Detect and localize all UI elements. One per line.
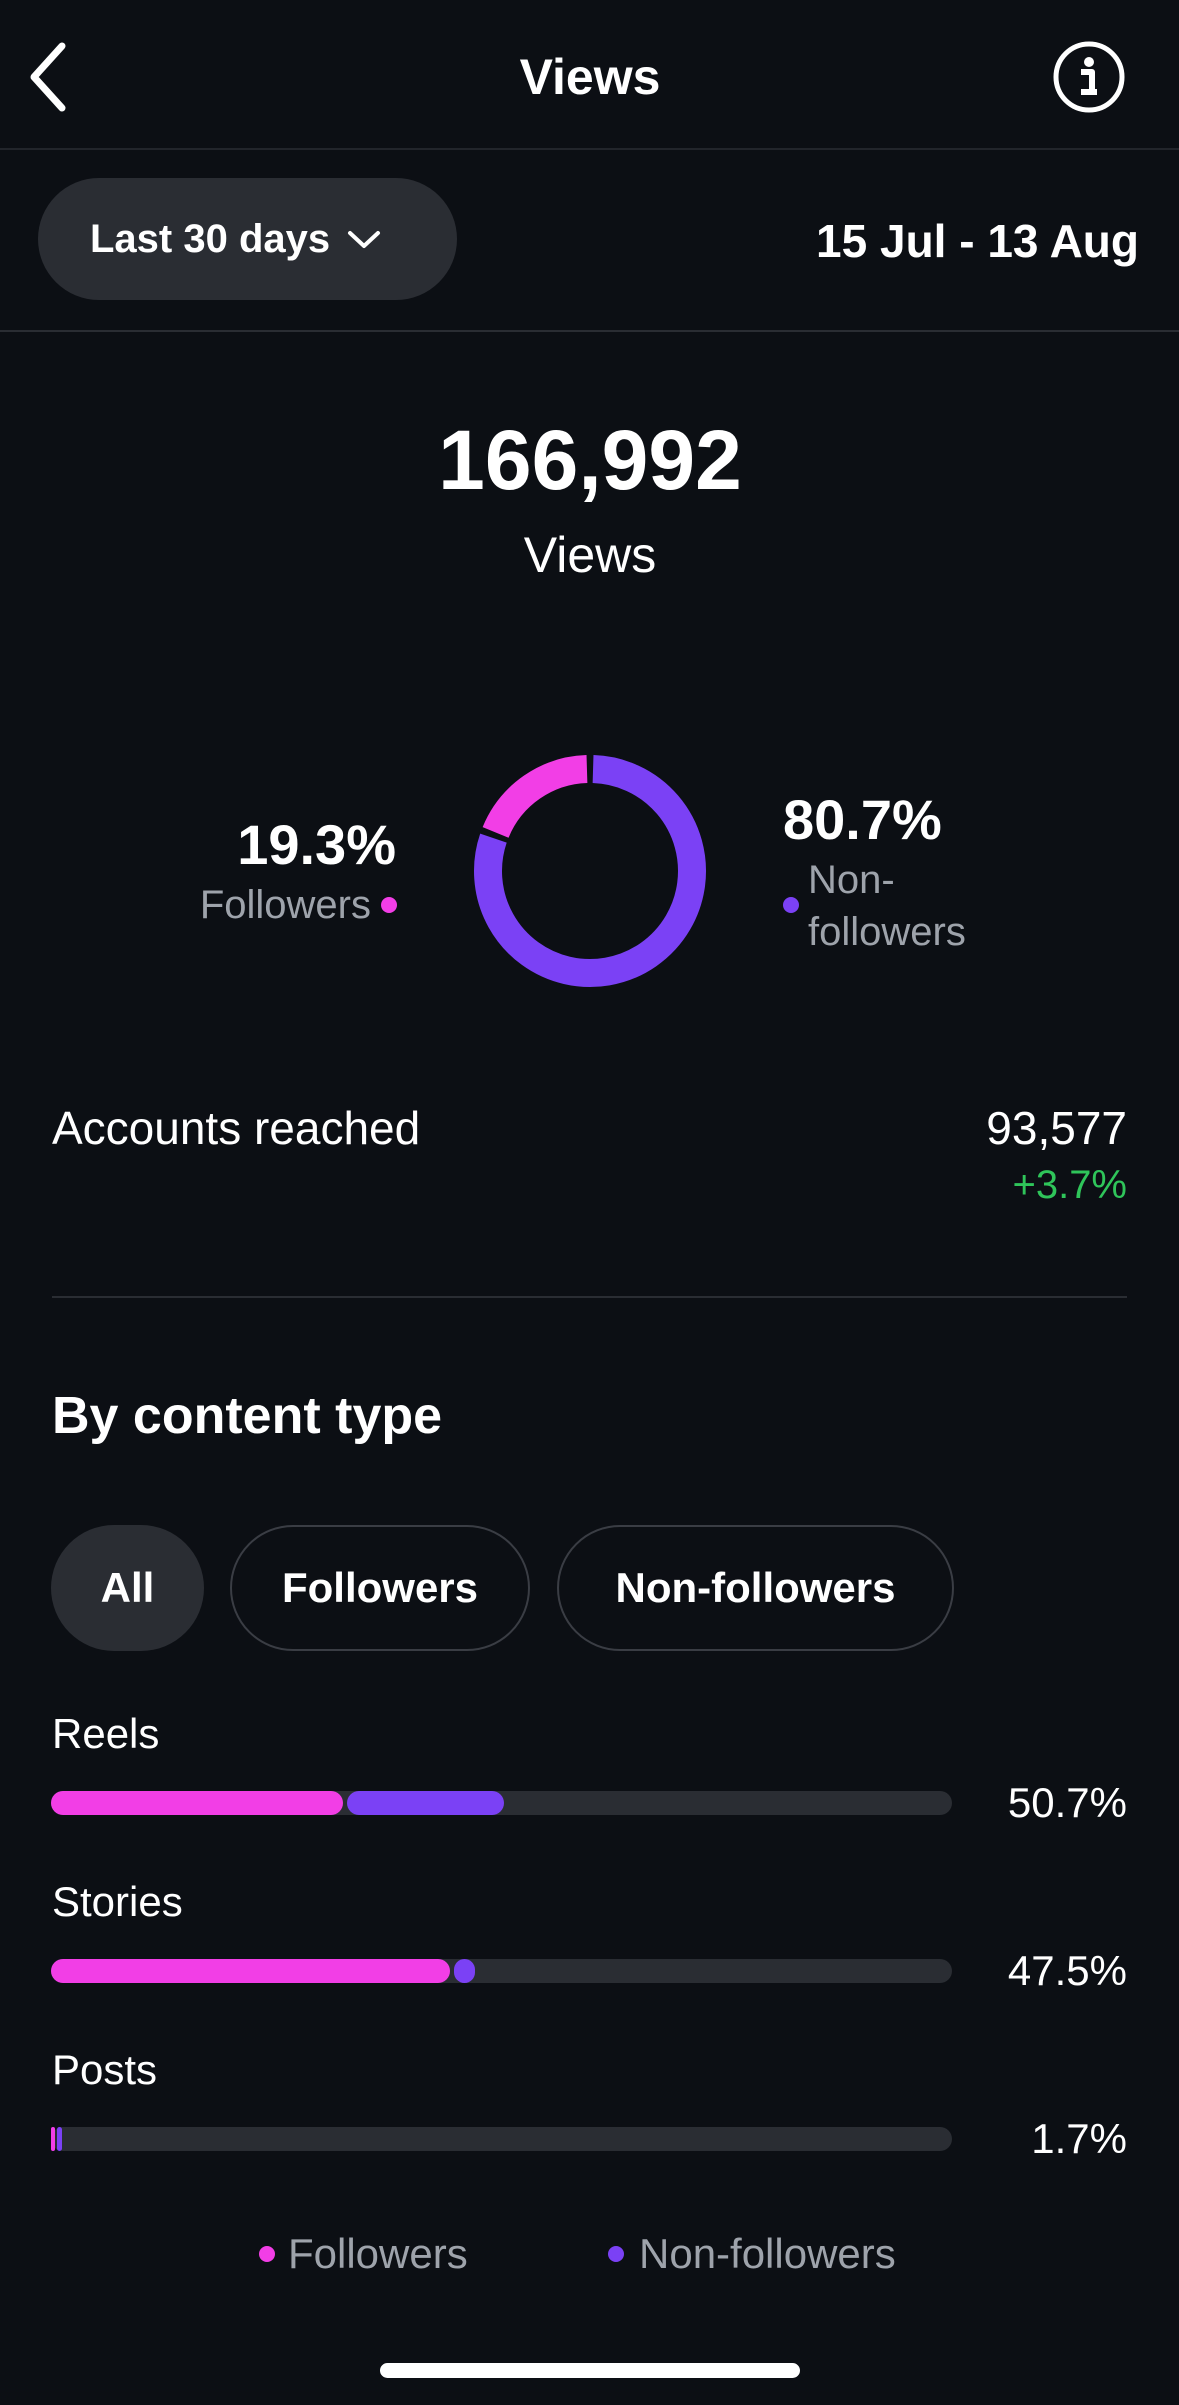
total-views: 166,992 [438, 413, 742, 507]
donut-segment [482, 755, 588, 839]
bar-segment [51, 1791, 343, 1815]
bar-segment [57, 2127, 63, 2151]
filter-chip[interactable]: Non-followers [557, 1525, 954, 1651]
header-divider [0, 148, 1179, 150]
screen-title: Views [519, 49, 661, 105]
non-followers-label: Non-followers [808, 858, 966, 954]
filter-chip[interactable]: Followers [230, 1525, 530, 1651]
back-button[interactable] [26, 40, 70, 114]
bar-total [51, 1959, 479, 1983]
legend-dot [259, 2246, 275, 2262]
section-divider [52, 1296, 1127, 1298]
accounts-reached-value: 93,577 [986, 1102, 1127, 1154]
bar-segment [51, 1959, 450, 1983]
info-circle [1053, 41, 1125, 113]
legend-label: Followers [288, 2230, 468, 2277]
accounts-reached-label: Accounts reached [52, 1102, 421, 1154]
bar-segment [346, 1791, 504, 1815]
back-chevron [30, 42, 66, 112]
followers-share: 19.3% [237, 813, 396, 876]
followers-dot [381, 897, 397, 913]
filter-chip-selected[interactable]: All [51, 1525, 204, 1651]
range-preset: Last 30 days [90, 216, 331, 261]
range-divider [0, 330, 1179, 332]
split-donut [474, 755, 706, 987]
row-label: Posts [52, 2046, 158, 2093]
row-total: 1.7% [1031, 2115, 1127, 2162]
home-indicator [380, 2363, 800, 2378]
bar-total [51, 2127, 66, 2151]
legend-label: Non-followers [639, 2230, 896, 2277]
non-followers-dot [783, 897, 799, 913]
bar-segment [453, 1959, 475, 1983]
non-followers-share: 80.7% [783, 788, 942, 851]
info-button[interactable] [1052, 40, 1126, 114]
row-total: 47.5% [1007, 1947, 1127, 1994]
section-title: By content type [52, 1387, 443, 1445]
row-total: 50.7% [1007, 1779, 1127, 1826]
info-stem [1081, 69, 1097, 95]
bar-segment [51, 2127, 55, 2151]
followers-label: Followers [199, 883, 371, 927]
bar-track [51, 2127, 952, 2151]
info-dot [1084, 57, 1094, 67]
legend-dot [608, 2246, 624, 2262]
bar-total [51, 1791, 508, 1815]
total-label: Views [523, 527, 657, 583]
accounts-reached-change: +3.7% [1012, 1163, 1127, 1207]
row-label: Reels [52, 1710, 160, 1757]
row-label: Stories [52, 1878, 183, 1925]
date-range-dropdown[interactable]: Last 30 days [38, 178, 457, 300]
donut-segment [474, 755, 706, 987]
dropdown-chevron [348, 231, 381, 248]
date-range: 15 Jul - 13 Aug [816, 215, 1139, 267]
